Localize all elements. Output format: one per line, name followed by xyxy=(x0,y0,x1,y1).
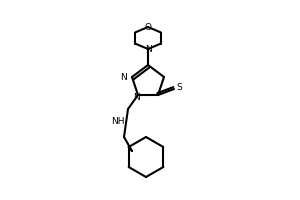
Text: O: O xyxy=(145,22,152,31)
Text: NH: NH xyxy=(111,116,125,126)
Text: N: N xyxy=(120,72,127,82)
Text: N: N xyxy=(145,45,152,53)
Text: S: S xyxy=(176,82,182,92)
Text: N: N xyxy=(133,94,140,102)
